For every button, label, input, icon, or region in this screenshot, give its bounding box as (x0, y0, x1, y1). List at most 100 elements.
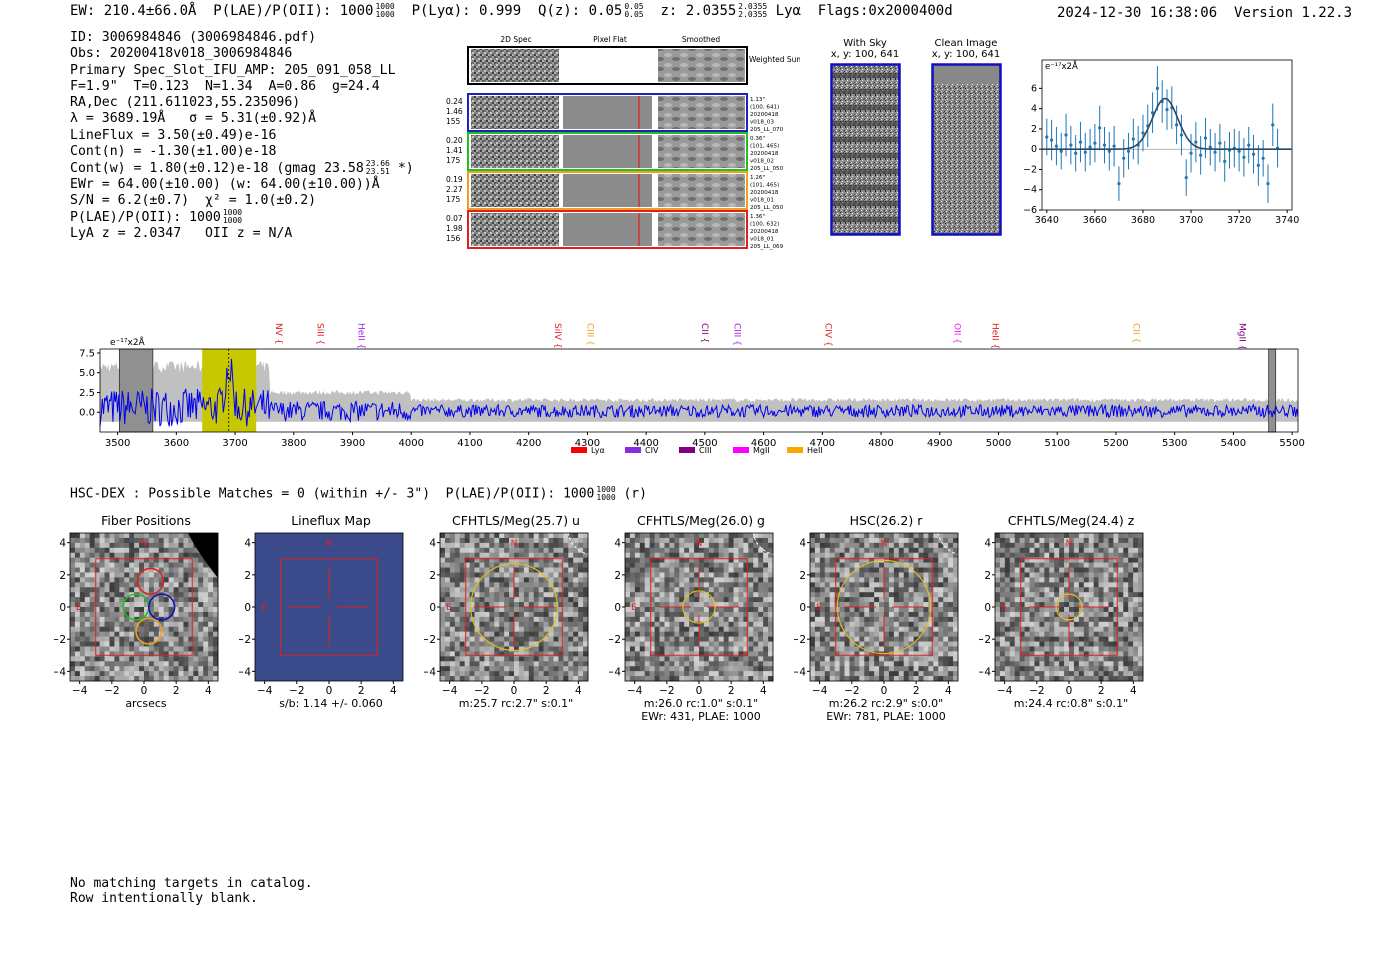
image-pixel (913, 562, 919, 568)
image-pixel (699, 676, 705, 682)
image-pixel (995, 656, 1001, 662)
image-pixel (684, 557, 690, 563)
image-pixel (625, 567, 631, 573)
image-pixel (664, 671, 670, 677)
image-pixel (494, 542, 500, 549)
image-pixel (733, 567, 739, 573)
image-pixel (768, 607, 774, 613)
y-tick-label: −2 (424, 634, 436, 646)
image-pixel (908, 631, 914, 637)
image-pixel (1123, 602, 1129, 608)
image-pixel (1004, 572, 1011, 578)
image-pixel (158, 607, 165, 613)
emission-line-label: HeII { (355, 323, 365, 349)
image-pixel (188, 616, 194, 623)
image-pixel (104, 542, 110, 549)
image-pixel (1054, 547, 1060, 554)
image-pixel (459, 562, 465, 568)
image-pixel (634, 597, 641, 603)
image-pixel (913, 557, 919, 563)
cutout-smoothed (658, 174, 745, 207)
image-pixel (723, 607, 729, 613)
image-pixel (173, 533, 179, 539)
image-pixel (543, 542, 549, 549)
image-pixel (943, 641, 949, 647)
image-pixel (839, 567, 845, 573)
image-pixel (1029, 587, 1035, 593)
image-pixel (723, 552, 729, 558)
image-pixel (903, 651, 909, 657)
image-pixel (1069, 621, 1075, 628)
image-pixel (479, 661, 485, 667)
image-pixel (1098, 607, 1104, 613)
image-pixel (639, 602, 646, 608)
image-pixel (903, 666, 909, 672)
image-pixel (504, 651, 510, 657)
image-pixel (1009, 552, 1016, 558)
image-pixel (1088, 582, 1094, 588)
image-pixel (1019, 587, 1025, 593)
image-pixel (999, 582, 1006, 588)
image-pixel (518, 671, 525, 677)
image-pixel (129, 656, 135, 662)
image-pixel (153, 641, 160, 647)
image-pixel (79, 646, 86, 652)
image-pixel (528, 567, 535, 573)
image-pixel (563, 666, 569, 672)
image-pixel (89, 666, 95, 672)
image-pixel (148, 582, 155, 588)
image-pixel (743, 582, 749, 588)
image-pixel (70, 552, 76, 558)
image-pixel (99, 572, 105, 578)
image-pixel (144, 631, 150, 637)
image-pixel (874, 607, 880, 613)
image-pixel (459, 671, 465, 677)
image-pixel (178, 567, 184, 573)
image-pixel (1128, 542, 1134, 549)
image-pixel (514, 656, 520, 662)
image-pixel (129, 651, 135, 657)
search-box (280, 558, 378, 656)
image-pixel (553, 607, 559, 613)
image-pixel (824, 616, 831, 623)
image-pixel (849, 537, 855, 544)
image-pixel (849, 577, 855, 583)
image-pixel (953, 661, 959, 667)
image-pixel (918, 676, 924, 682)
image-pixel (869, 631, 875, 637)
image-pixel (1098, 621, 1104, 628)
image-pixel (884, 572, 890, 578)
image-pixel (464, 671, 470, 677)
image-pixel (1004, 587, 1011, 593)
image-pixel (440, 552, 446, 558)
image-pixel (829, 656, 835, 662)
image-pixel (723, 533, 729, 539)
image-pixel (109, 651, 115, 657)
image-pixel (703, 602, 710, 608)
image-pixel (134, 602, 140, 608)
image-pixel (109, 582, 115, 588)
y-tick-label: 4 (1031, 104, 1037, 115)
image-pixel (553, 547, 559, 554)
image-pixel (689, 621, 695, 628)
compass-north: N (1066, 539, 1073, 549)
image-pixel (943, 592, 949, 598)
image-pixel (484, 572, 490, 578)
image-pixel (1113, 562, 1119, 568)
image-pixel (839, 626, 845, 632)
image-pixel (918, 567, 924, 573)
image-pixel (84, 671, 91, 677)
image-pixel (1138, 607, 1144, 613)
image-pixel (953, 671, 959, 677)
emission-line-label: OII { (952, 323, 962, 344)
image-pixel (738, 557, 744, 563)
image-pixel (743, 577, 749, 583)
image-pixel (440, 607, 446, 613)
image-pixel (469, 533, 475, 539)
image-pixel (484, 646, 490, 652)
image-pixel (679, 597, 685, 603)
image-pixel (718, 602, 724, 608)
image-pixel (948, 671, 954, 677)
data-point (1122, 156, 1126, 160)
image-pixel (94, 626, 100, 632)
